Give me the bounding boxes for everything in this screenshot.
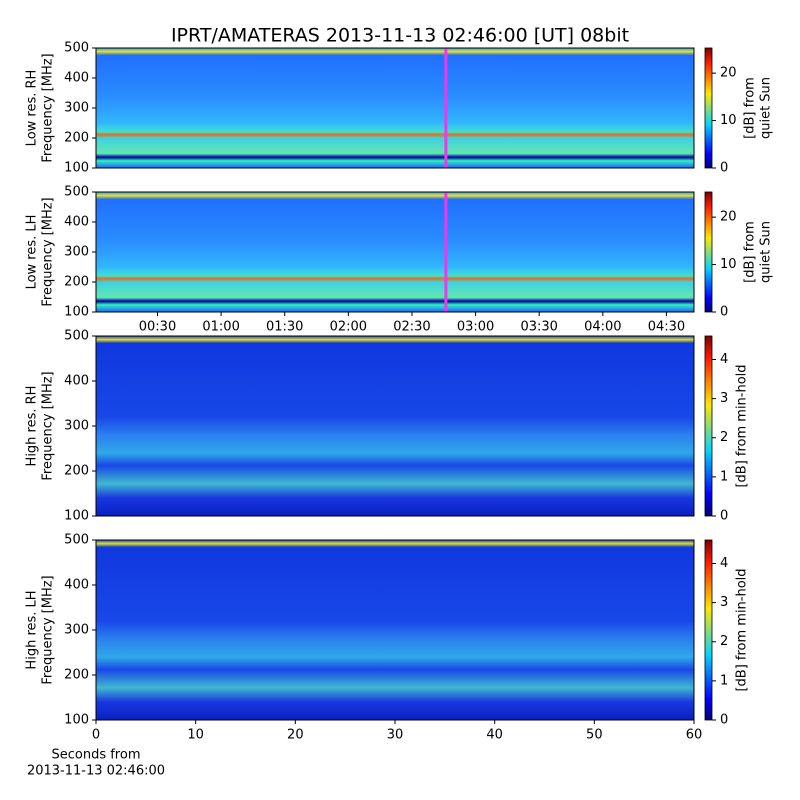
colorbar-tick-label: 4 <box>720 556 728 571</box>
x-tick-label: 40 <box>486 728 503 743</box>
x-tick-label: 04:30 <box>648 320 685 335</box>
y-tick-label: 100 <box>64 509 89 524</box>
x-tick-label: 01:00 <box>202 320 239 335</box>
y-tick-label: 400 <box>64 374 89 389</box>
colorbar-tick-label: 20 <box>720 66 737 81</box>
y-tick-label: 300 <box>64 623 89 638</box>
y-tick-label: 300 <box>64 245 89 260</box>
colorbar-tick-label: 1 <box>720 469 728 484</box>
x-tick-label: 10 <box>187 728 204 743</box>
y-tick-label: 500 <box>64 329 89 344</box>
x-tick-label: 04:00 <box>584 320 621 335</box>
y-axis-label: Frequency [MHz] <box>41 197 56 306</box>
x-axis-label: 2013-11-13 02:46:00 <box>27 764 165 779</box>
spectrogram-image <box>96 192 694 312</box>
y-tick-label: 400 <box>64 215 89 230</box>
y-tick-label: 400 <box>64 578 89 593</box>
y-axis-label: Frequency [MHz] <box>41 53 56 162</box>
y-tick-label: 300 <box>64 419 89 434</box>
colorbar-tick-label: 10 <box>720 113 737 128</box>
colorbar-label: quiet Sun <box>759 221 774 283</box>
colorbar-tick-label: 0 <box>720 509 728 524</box>
x-tick-label: 03:30 <box>520 320 557 335</box>
x-tick-label: 02:30 <box>393 320 430 335</box>
colorbar-label: [dB] from min-hold <box>735 568 750 691</box>
colorbar <box>704 335 713 517</box>
colorbar <box>704 47 713 169</box>
x-axis-label: Seconds from <box>51 748 140 763</box>
colorbar-tick-label: 0 <box>720 161 728 176</box>
y-tick-label: 300 <box>64 101 89 116</box>
spectrogram-image <box>96 48 694 168</box>
x-tick-label: 00:30 <box>139 320 176 335</box>
y-tick-label: 500 <box>64 185 89 200</box>
colorbar-tick-label: 4 <box>720 352 728 367</box>
colorbar-label: [dB] from <box>743 77 758 139</box>
y-tick-label: 500 <box>64 41 89 56</box>
y-tick-label: 200 <box>64 464 89 479</box>
y-axis-label: Low res. LH <box>25 215 40 290</box>
y-axis-label: Low res. RH <box>25 70 40 147</box>
colorbar-label: [dB] from min-hold <box>735 364 750 487</box>
colorbar-tick-label: 20 <box>720 210 737 225</box>
colorbar-tick-label: 0 <box>720 305 728 320</box>
spectrogram-image <box>96 336 694 516</box>
y-tick-label: 100 <box>64 305 89 320</box>
spectrogram-image <box>96 540 694 720</box>
y-tick-label: 200 <box>64 668 89 683</box>
y-axis-label: High res. RH <box>25 386 40 467</box>
x-tick-label: 03:00 <box>457 320 494 335</box>
colorbar-tick-label: 2 <box>720 634 728 649</box>
x-tick-label: 60 <box>686 728 703 743</box>
x-tick-label: 20 <box>287 728 304 743</box>
y-tick-label: 500 <box>64 533 89 548</box>
x-tick-label: 50 <box>586 728 603 743</box>
colorbar-label: quiet Sun <box>759 77 774 139</box>
figure-title: IPRT/AMATERAS 2013-11-13 02:46:00 [UT] 0… <box>171 25 629 47</box>
x-tick-label: 30 <box>387 728 404 743</box>
y-axis-label: High res. LH <box>25 590 40 669</box>
colorbar <box>704 539 713 721</box>
y-tick-label: 400 <box>64 71 89 86</box>
x-tick-label: 02:00 <box>330 320 367 335</box>
colorbar-tick-label: 3 <box>720 391 728 406</box>
y-tick-label: 200 <box>64 275 89 290</box>
colorbar-tick-label: 2 <box>720 430 728 445</box>
colorbar-tick-label: 10 <box>720 257 737 272</box>
y-axis-label: Frequency [MHz] <box>41 371 56 480</box>
colorbar-tick-label: 1 <box>720 673 728 688</box>
colorbar-tick-label: 3 <box>720 595 728 610</box>
y-tick-label: 100 <box>64 713 89 728</box>
colorbar-label: [dB] from <box>743 221 758 283</box>
y-axis-label: Frequency [MHz] <box>41 575 56 684</box>
colorbar-tick-label: 0 <box>720 713 728 728</box>
x-tick-label: 0 <box>92 728 100 743</box>
y-tick-label: 100 <box>64 161 89 176</box>
y-tick-label: 200 <box>64 131 89 146</box>
x-tick-label: 01:30 <box>266 320 303 335</box>
colorbar <box>704 191 713 313</box>
